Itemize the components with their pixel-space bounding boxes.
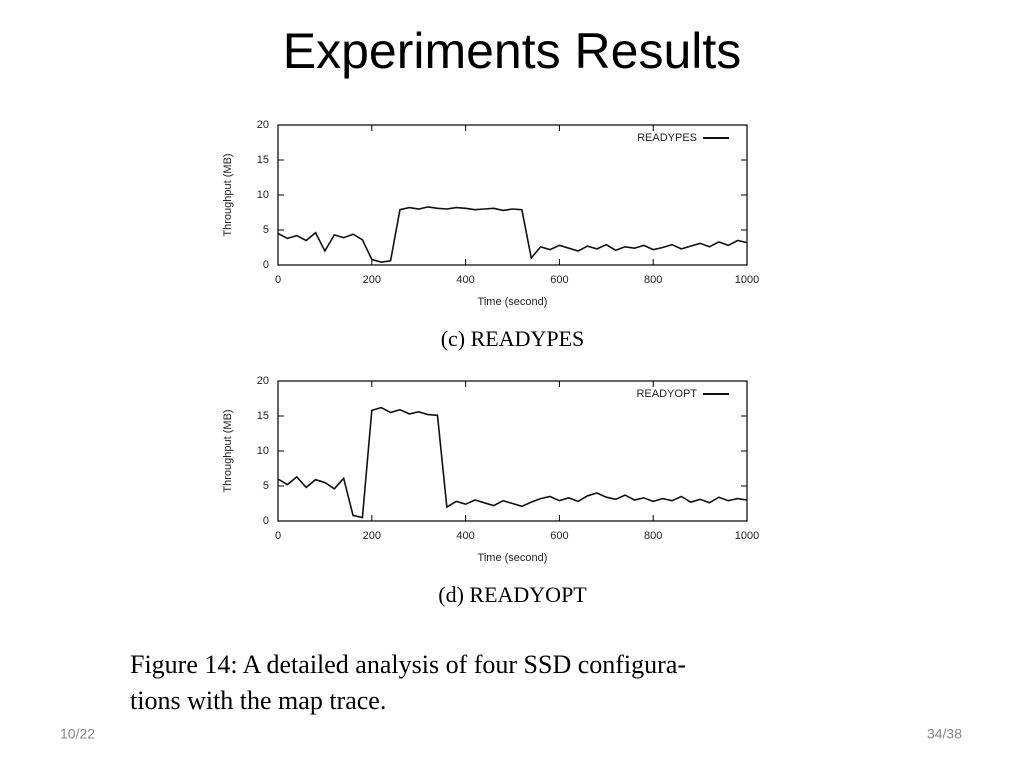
y-tick-label: 0	[263, 259, 269, 271]
y-tick-label: 0	[263, 515, 269, 527]
y-axis-label: Throughput (MB)	[222, 409, 234, 492]
y-tick-label: 10	[257, 445, 269, 457]
y-axis-label: Throughput (MB)	[222, 153, 234, 236]
plot-frame	[277, 124, 748, 266]
chart-caption: (d) READYOPT	[438, 582, 587, 607]
x-tick-label: 600	[550, 274, 568, 286]
figure-caption: Figure 14: A detailed analysis of four S…	[130, 650, 686, 679]
y-tick-label: 10	[257, 189, 269, 201]
y-tick-label: 20	[257, 375, 269, 387]
x-tick-label: 1000	[735, 530, 759, 542]
x-tick-label: 200	[363, 530, 381, 542]
y-tick-label: 15	[257, 410, 269, 422]
y-tick-label: 15	[257, 154, 269, 166]
x-axis-label: Time (second)	[478, 296, 548, 308]
x-tick-label: 600	[550, 530, 568, 542]
y-tick-label: 20	[257, 119, 269, 131]
x-tick-label: 0	[275, 530, 281, 542]
chart-caption: (c) READYPES	[441, 326, 585, 351]
footer-page: 34/38	[927, 726, 962, 742]
legend-label: READYPES	[637, 132, 697, 144]
footer-date: 10/22	[60, 726, 95, 742]
x-tick-label: 800	[644, 274, 662, 286]
x-tick-label: 400	[456, 274, 474, 286]
data-line	[277, 206, 748, 264]
x-tick-label: 200	[363, 274, 381, 286]
x-tick-label: 400	[456, 530, 474, 542]
data-line	[277, 406, 748, 519]
x-axis-label: Time (second)	[478, 552, 548, 564]
y-tick-label: 5	[263, 224, 269, 236]
slide-title: Experiments Results	[283, 23, 742, 79]
x-tick-label: 0	[275, 274, 281, 286]
y-tick-label: 5	[263, 480, 269, 492]
figure-caption: tions with the map trace.	[130, 686, 386, 715]
x-tick-label: 1000	[735, 274, 759, 286]
legend-label: READYOPT	[636, 388, 697, 400]
x-tick-label: 800	[644, 530, 662, 542]
